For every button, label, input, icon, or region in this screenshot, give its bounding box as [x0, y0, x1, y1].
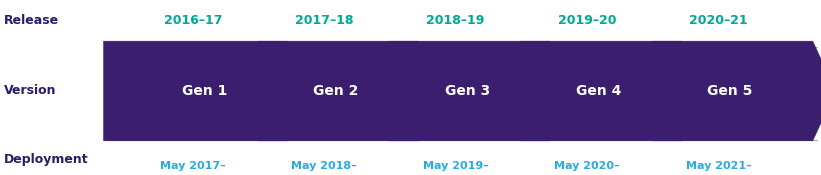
- Text: Gen 4: Gen 4: [576, 84, 621, 98]
- Text: 2016–17: 2016–17: [163, 15, 222, 27]
- Text: 2017–18: 2017–18: [295, 15, 354, 27]
- Text: May 2020–
April 2021: May 2020– April 2021: [554, 161, 620, 175]
- Text: Gen 1: Gen 1: [181, 84, 227, 98]
- Polygon shape: [366, 41, 573, 141]
- Text: Gen 3: Gen 3: [444, 84, 490, 98]
- Text: Gen 2: Gen 2: [313, 84, 359, 98]
- Text: May 2021–
April 2022: May 2021– April 2022: [686, 161, 751, 175]
- Polygon shape: [498, 41, 704, 141]
- Text: May 2018–
April 2019: May 2018– April 2019: [291, 161, 357, 175]
- Text: Gen 5: Gen 5: [707, 84, 753, 98]
- Text: May 2019–
April 2020: May 2019– April 2020: [423, 161, 488, 175]
- Text: Release: Release: [4, 15, 59, 27]
- Polygon shape: [629, 41, 821, 141]
- Text: 2019–20: 2019–20: [557, 15, 617, 27]
- Polygon shape: [235, 41, 442, 141]
- Text: 2018–19: 2018–19: [426, 15, 485, 27]
- Text: Deployment: Deployment: [4, 153, 89, 166]
- Polygon shape: [103, 41, 310, 141]
- Text: Version: Version: [4, 85, 57, 97]
- Text: May 2017–
April 2018: May 2017– April 2018: [160, 161, 226, 175]
- Text: 2020–21: 2020–21: [689, 15, 748, 27]
